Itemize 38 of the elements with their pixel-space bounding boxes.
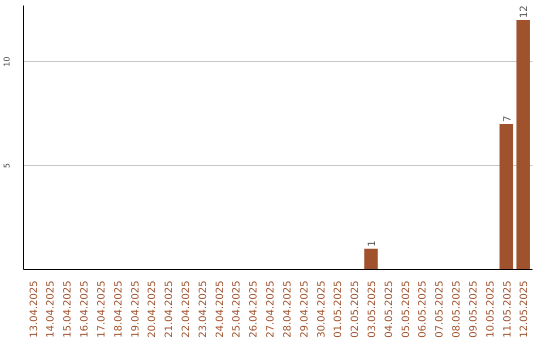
x-tick-label: 13.04.2025 — [28, 280, 40, 338]
x-tick-label: 12.05.2025 — [519, 280, 530, 338]
x-tick-label: 24.04.2025 — [214, 280, 226, 338]
x-tick-label: 07.05.2025 — [434, 280, 446, 338]
x-tick-label: 14.04.2025 — [46, 280, 57, 338]
bar — [516, 20, 530, 270]
x-tick-label: 18.04.2025 — [113, 280, 124, 338]
x-tick-label: 27.04.2025 — [266, 280, 277, 338]
y-tick-label: 10 — [2, 56, 12, 67]
data-label: 7 — [502, 116, 514, 122]
x-tick-label: 01.05.2025 — [333, 280, 344, 338]
bar — [500, 124, 514, 270]
x-tick-label: 16.04.2025 — [80, 280, 91, 338]
x-tick-label: 15.04.2025 — [62, 280, 74, 338]
data-label: 12 — [519, 5, 530, 18]
bar — [364, 248, 378, 270]
x-tick-label: 17.04.2025 — [96, 280, 108, 338]
y-tick-label: 5 — [2, 163, 12, 168]
x-tick-label: 03.05.2025 — [367, 280, 378, 338]
x-tick-label: 21.04.2025 — [164, 280, 176, 338]
x-tick-label: 26.04.2025 — [248, 280, 260, 338]
x-tick-label: 05.05.2025 — [400, 280, 412, 338]
x-tick-label: 20.04.2025 — [147, 280, 158, 338]
x-tick-label: 04.05.2025 — [384, 280, 395, 338]
x-tick-label: 09.05.2025 — [468, 280, 480, 338]
x-tick-label: 29.04.2025 — [299, 280, 310, 338]
x-tick-label: 02.05.2025 — [350, 280, 362, 338]
x-tick-label: 30.04.2025 — [316, 280, 328, 338]
x-tick-label: 19.04.2025 — [130, 280, 142, 338]
x-tick-label: 22.04.2025 — [180, 280, 192, 338]
x-tick-label: 08.05.2025 — [452, 280, 463, 338]
data-label: 1 — [367, 240, 378, 247]
x-tick-label: 28.04.2025 — [282, 280, 294, 338]
x-tick-label: 06.05.2025 — [418, 280, 429, 338]
x-tick-label: 25.04.2025 — [232, 280, 243, 338]
x-tick-label: 23.04.2025 — [198, 280, 209, 338]
x-tick-label: 11.05.2025 — [502, 280, 514, 338]
x-tick-label: 10.05.2025 — [485, 280, 496, 338]
